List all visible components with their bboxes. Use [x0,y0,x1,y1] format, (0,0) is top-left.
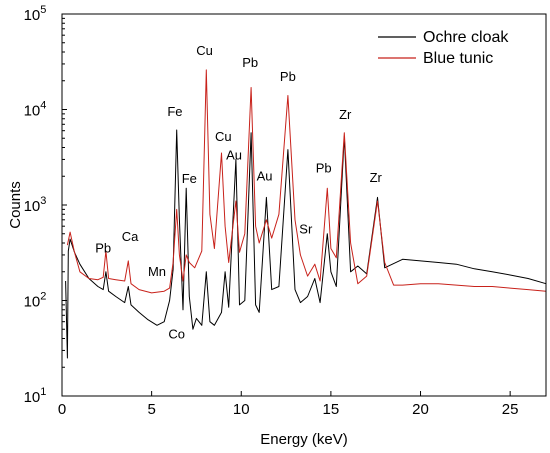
peak-label-sr: Sr [299,222,313,237]
peak-label-co: Co [168,327,185,342]
y-tick-label: 105 [24,4,47,24]
peak-label-ca: Ca [122,229,139,244]
peak-label-pb: Pb [242,55,258,70]
peak-label-au: Au [257,169,273,184]
legend-label: Ochre cloak [423,29,509,46]
peak-label-pb: Pb [316,160,332,175]
peak-label-au: Au [226,147,242,162]
series-line-ochre-cloak [65,129,547,359]
y-tick-label: 102 [24,291,47,311]
peak-label-pb: Pb [280,69,296,84]
peak-label-cu: Cu [215,129,232,144]
y-tick-label: 103 [24,195,47,215]
x-axis-title: Energy (keV) [260,431,348,448]
peak-annotations: Pb Ca Mn Co Fe Fe Cu Cu Au Au Pb Pb Sr Pb Zr Zr [95,43,382,341]
peak-label-fe: Fe [167,104,182,119]
peak-label-zr: Zr [370,170,383,185]
y-tick-label: 101 [24,386,47,406]
x-tick-label: 5 [147,401,155,418]
y-axis-title: Counts [7,181,24,229]
peak-label-zr: Zr [339,107,352,122]
legend: Ochre cloak Blue tunic [378,29,509,67]
axis-ticks: 0 5 10 15 20 25 101 102 103 104 105 [24,4,519,418]
peak-label-fe: Fe [182,171,197,186]
peak-label-mn: Mn [148,264,166,279]
series-line-blue-tunic [66,69,547,294]
x-tick-label: 10 [233,401,250,418]
x-tick-label: 0 [58,401,66,418]
y-tick-label: 104 [24,100,47,120]
x-tick-label: 20 [412,401,429,418]
plot-frame [61,13,547,397]
x-tick-label: 25 [502,401,519,418]
series-layer [65,69,547,359]
peak-label-cu: Cu [196,43,213,58]
peak-label-pb: Pb [95,240,111,255]
x-tick-label: 15 [323,401,340,418]
legend-label: Blue tunic [423,50,493,67]
